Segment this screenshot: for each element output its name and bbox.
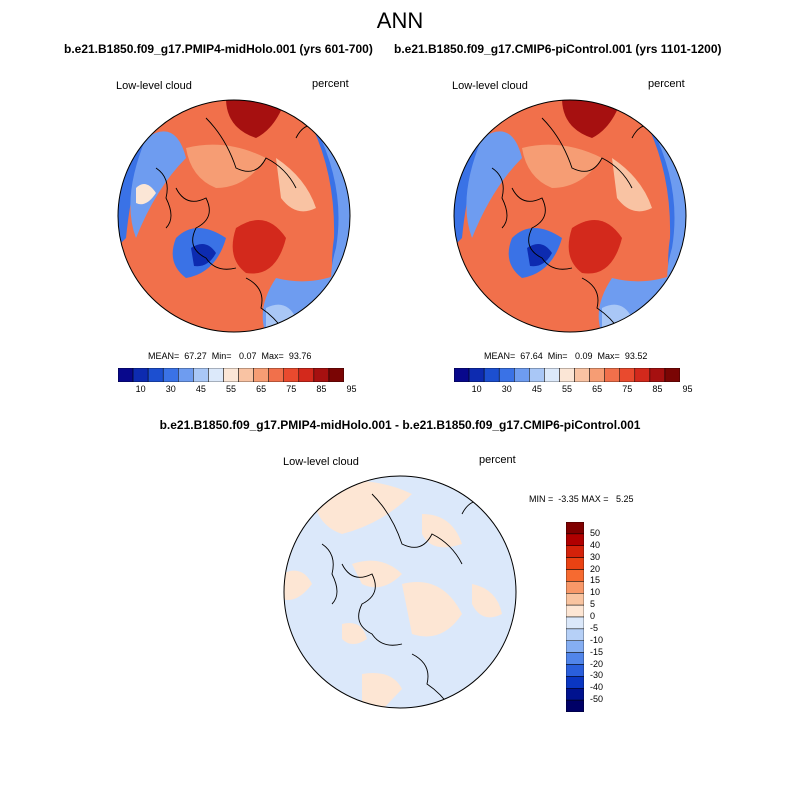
colorbar-swatch	[566, 593, 584, 606]
colorbar-swatch	[313, 368, 330, 382]
colorbar-swatch	[589, 368, 605, 382]
colorbar-swatch	[118, 368, 134, 382]
panel-1-polar-map	[117, 99, 351, 333]
colorbar-tick-label: 30	[501, 384, 512, 394]
colorbar-swatch	[566, 533, 584, 546]
colorbar-tick-label: 10	[471, 384, 482, 394]
colorbar-tick-label: -40	[590, 682, 604, 693]
colorbar-tick-label: 10	[590, 587, 601, 598]
colorbar-tick-label: 75	[622, 384, 633, 394]
colorbar-swatch	[619, 368, 636, 382]
colorbar-tick-label: 45	[531, 384, 542, 394]
colorbar-swatch	[566, 652, 584, 665]
colorbar-swatch	[514, 368, 530, 382]
panel-1-title: b.e21.B1850.f09_g17.PMIP4-midHolo.001 (y…	[64, 42, 373, 56]
colorbar-tick-label: 55	[225, 384, 236, 394]
colorbar-swatch	[574, 368, 590, 382]
diff-panel-stats: MIN = -3.35 MAX = 5.25	[529, 494, 634, 504]
colorbar-swatch	[268, 368, 284, 382]
colorbar-swatch	[566, 557, 584, 570]
colorbar-swatch	[162, 368, 179, 382]
panel-1-colorbar	[118, 368, 344, 382]
colorbar-swatch	[604, 368, 620, 382]
colorbar-tick-label: -15	[590, 646, 604, 657]
colorbar-tick-label: 65	[592, 384, 603, 394]
colorbar-tick-label: 5	[590, 599, 596, 610]
colorbar-swatch	[178, 368, 194, 382]
colorbar-swatch	[566, 699, 584, 712]
colorbar-swatch	[468, 368, 485, 382]
diff-panel-colorbar	[566, 522, 584, 712]
colorbar-swatch	[253, 368, 269, 382]
page-title: ANN	[376, 8, 424, 33]
colorbar-tick-label: -5	[590, 622, 599, 633]
colorbar-tick-label: 30	[165, 384, 176, 394]
colorbar-swatch	[559, 368, 575, 382]
colorbar-swatch	[223, 368, 239, 382]
panel-1-units-label: percent	[312, 78, 349, 90]
colorbar-tick-label: 45	[195, 384, 206, 394]
colorbar-swatch	[566, 640, 584, 653]
diff-panel-polar-map	[283, 475, 517, 709]
colorbar-tick-label: -20	[590, 658, 604, 669]
panel-2-colorbar-ticks: 10 30 45 55 65 75 85 95	[454, 384, 693, 396]
colorbar-swatch	[132, 368, 149, 382]
diff-panel-colorbar-ticks: 50 40 30 20 15 10 5 0 -5 -10 -15 -20 -30 -40 -50	[590, 522, 630, 712]
colorbar-tick-label: 20	[590, 563, 601, 574]
diff-panel-units-label: percent	[479, 454, 516, 466]
colorbar-tick-label: 85	[652, 384, 663, 394]
panel-1-variable-label: Low-level cloud	[116, 80, 192, 92]
colorbar-tick-label: 65	[256, 384, 267, 394]
panel-2-stats: MEAN= 67.64 Min= 0.09 Max= 93.52	[484, 351, 648, 361]
colorbar-tick-label: 15	[590, 575, 601, 586]
colorbar-swatch	[283, 368, 300, 382]
colorbar-swatch	[566, 628, 584, 641]
colorbar-swatch	[147, 368, 164, 382]
colorbar-swatch	[483, 368, 500, 382]
colorbar-tick-label: 55	[561, 384, 572, 394]
colorbar-swatch	[566, 581, 584, 594]
colorbar-swatch	[498, 368, 515, 382]
colorbar-swatch	[328, 368, 344, 382]
colorbar-swatch	[529, 368, 545, 382]
colorbar-tick-label: 75	[286, 384, 297, 394]
colorbar-swatch	[566, 604, 584, 618]
colorbar-tick-label: 95	[682, 384, 693, 394]
panel-2-polar-map	[453, 99, 687, 333]
colorbar-tick-label: -10	[590, 634, 604, 645]
colorbar-swatch	[298, 368, 315, 382]
colorbar-swatch	[193, 368, 209, 382]
panel-2-title: b.e21.B1850.f09_g17.CMIP6-piControl.001 …	[394, 42, 722, 56]
colorbar-tick-label: 85	[316, 384, 327, 394]
colorbar-swatch	[566, 676, 584, 689]
colorbar-tick-label: 10	[135, 384, 146, 394]
colorbar-swatch	[208, 368, 224, 382]
colorbar-swatch	[664, 368, 680, 382]
panel-2-variable-label: Low-level cloud	[452, 80, 528, 92]
colorbar-tick-label: 50	[590, 527, 601, 538]
colorbar-swatch	[238, 368, 254, 382]
panel-2-units-label: percent	[648, 78, 685, 90]
colorbar-swatch	[566, 688, 584, 701]
colorbar-swatch	[566, 569, 584, 582]
panel-2-colorbar	[454, 368, 680, 382]
colorbar-tick-label: 30	[590, 551, 601, 562]
colorbar-swatch	[544, 368, 560, 382]
colorbar-swatch	[566, 664, 584, 677]
colorbar-swatch	[566, 616, 584, 630]
colorbar-tick-label: -50	[590, 694, 604, 705]
colorbar-tick-label: 40	[590, 539, 601, 550]
panel-1-colorbar-ticks: 10 30 45 55 65 75 85 95	[118, 384, 357, 396]
diff-panel-variable-label: Low-level cloud	[283, 456, 359, 468]
colorbar-tick-label: -30	[590, 670, 604, 681]
colorbar-tick-label: 0	[590, 611, 596, 621]
panel-1-stats: MEAN= 67.27 Min= 0.07 Max= 93.76	[148, 351, 312, 361]
colorbar-swatch	[649, 368, 666, 382]
colorbar-swatch	[454, 368, 470, 382]
colorbar-swatch	[566, 545, 584, 558]
colorbar-swatch	[634, 368, 651, 382]
colorbar-swatch	[566, 522, 584, 535]
colorbar-tick-label: 95	[346, 384, 357, 394]
diff-panel-title: b.e21.B1850.f09_g17.PMIP4-midHolo.001 - …	[159, 418, 641, 432]
